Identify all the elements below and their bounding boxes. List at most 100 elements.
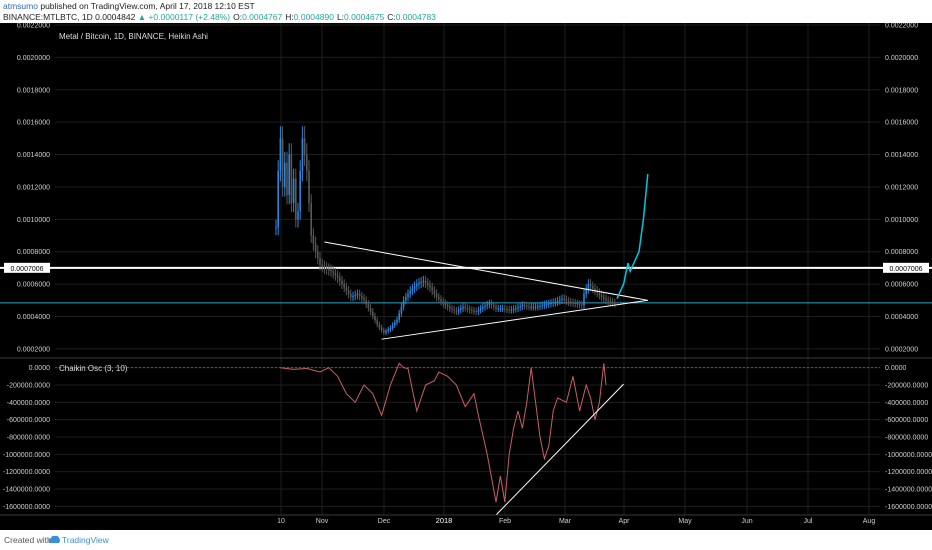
time-axis-label: 2018 (436, 516, 453, 525)
price-axis-right-label: 0.0014000 (885, 152, 918, 159)
candle-body (446, 305, 449, 307)
candle-body (284, 162, 286, 187)
candle-body (530, 306, 532, 308)
candle-body (433, 290, 436, 294)
author-link[interactable]: atmsumo (3, 1, 38, 11)
time-axis-label: Aug (863, 518, 876, 525)
candle-body (339, 277, 341, 281)
candle-body (614, 302, 616, 304)
price-marker-right-text: 0.0007006 (889, 266, 922, 273)
candle-body (312, 235, 315, 244)
price-axis-left-label: 0.0006000 (17, 282, 50, 289)
candle-body (275, 227, 277, 229)
osc-trendline (495, 383, 624, 516)
candle-body (561, 298, 563, 300)
candle-body (281, 138, 284, 187)
candle-body (438, 297, 440, 300)
chart-area[interactable]: 0.0002000 0.0002000 0.0004000 0.0004000 0.00… (0, 23, 932, 530)
candle-body (378, 324, 381, 328)
osc-axis-right-label: -200000.0000 (885, 383, 928, 390)
price-axis-left-label: 0.0016000 (17, 120, 50, 127)
price-marker-right-box (883, 262, 929, 273)
price-axis-left-label: 0.0012000 (17, 184, 50, 191)
osc-axis-right-label: -1000000.0000 (885, 452, 932, 459)
candle-body (594, 288, 596, 291)
price-marker-left-text: 0.0007006 (10, 266, 43, 273)
candle-body (358, 293, 361, 296)
header-line-1: atmsumo published on TradingView.com, Ap… (3, 1, 255, 11)
chart-background (0, 23, 932, 530)
chart-svg[interactable]: 0.0002000 0.0002000 0.0004000 0.0004000 0.00… (0, 23, 932, 530)
tradingview-logo-icon[interactable] (47, 534, 61, 545)
candle-body (334, 273, 337, 276)
candle-body (488, 303, 491, 305)
candle-body (611, 301, 614, 303)
candle-body (303, 138, 306, 155)
candle-body (479, 308, 482, 311)
chart-header: atmsumo published on TradingView.com, Ap… (0, 0, 932, 23)
candle-body (541, 305, 543, 307)
price-axis-right-label: 0.0018000 (885, 87, 918, 94)
price-axis-right-label: 0.0020000 (885, 55, 918, 62)
candle-body (567, 300, 570, 302)
triangle-lower-trendline (381, 299, 648, 340)
candle-body (341, 280, 343, 285)
candle-body (323, 266, 326, 268)
price-axis-left-label: 0.0004000 (17, 314, 50, 321)
candle-body (376, 320, 378, 325)
high-label: H: (285, 12, 294, 22)
candle-body (471, 310, 473, 312)
candle-body (563, 298, 565, 300)
osc-axis-left-label: -1600000.0000 (3, 504, 50, 511)
candle-body (556, 300, 559, 302)
candle-body (367, 304, 370, 308)
candle-body (343, 284, 345, 288)
candle-body (420, 281, 422, 284)
price-axis-right-label: 0.0012000 (885, 184, 918, 191)
candle-body (380, 327, 383, 331)
candle-body (277, 170, 279, 228)
candle-body (314, 243, 317, 252)
candle-body (413, 286, 416, 289)
candle-body (545, 304, 548, 306)
published-text: published on TradingView.com, April 17, … (40, 1, 255, 11)
candle-body (409, 290, 411, 294)
price-marker-left-box (4, 262, 50, 273)
close-label: C: (387, 12, 396, 22)
candle-body (354, 294, 356, 296)
candle-body (585, 288, 587, 294)
candle-body (453, 309, 455, 311)
osc-pane-title: Chaikin Osc (3, 10) (59, 364, 128, 373)
osc-axis-right-label: -800000.0000 (885, 435, 928, 442)
candle-body (484, 305, 486, 307)
high-value: 0.0004890 (293, 12, 334, 22)
candle-body (297, 211, 299, 220)
candle-body (578, 304, 581, 306)
candle-body (493, 305, 495, 307)
candle-body (581, 304, 583, 306)
price-axis-left-label: 0.0014000 (17, 152, 50, 159)
price-axis-left-label: 0.0002000 (17, 346, 50, 353)
candle-body (363, 298, 365, 301)
candle-body (332, 271, 334, 274)
candle-body (468, 308, 471, 311)
candle-body (589, 284, 592, 287)
candle-body (325, 267, 328, 270)
time-axis-label: Jun (741, 518, 752, 525)
candle-body (609, 301, 612, 303)
osc-axis-left-label: -1200000.0000 (3, 469, 50, 476)
candle-body (444, 303, 447, 306)
candle-body (405, 297, 407, 301)
open-value: 0.0004767 (242, 12, 283, 22)
tradingview-link[interactable]: TradingView (62, 535, 109, 545)
candle-body (369, 307, 372, 312)
candle-body (440, 299, 442, 302)
candle-body (389, 327, 392, 330)
price-axis-left-label: 0.0018000 (17, 87, 50, 94)
low-label: L: (336, 12, 345, 22)
price-axis-right-label: 0.0022000 (885, 23, 918, 30)
osc-axis-left-label: -800000.0000 (7, 435, 50, 442)
candle-body (330, 270, 332, 272)
osc-axis-right-label: -400000.0000 (885, 400, 928, 407)
candle-body (473, 310, 475, 312)
